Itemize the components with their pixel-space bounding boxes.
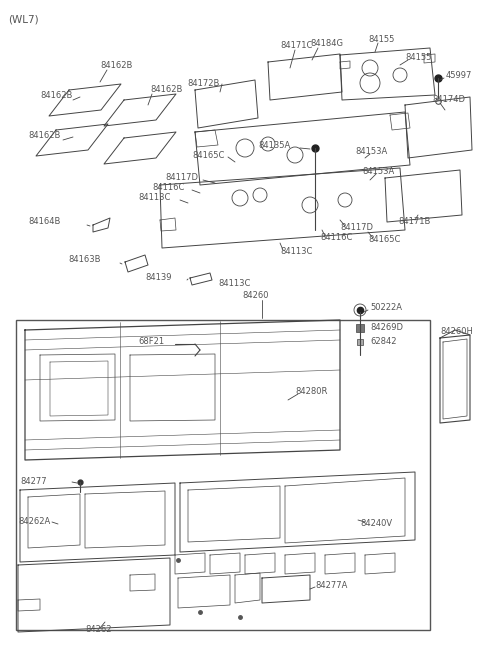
- Text: 84172B: 84172B: [187, 78, 219, 87]
- Text: 84262: 84262: [85, 625, 111, 634]
- Text: 84164B: 84164B: [28, 218, 60, 227]
- Text: 45997: 45997: [446, 71, 472, 80]
- Text: 84240V: 84240V: [360, 520, 392, 529]
- Text: 84113C: 84113C: [218, 279, 251, 288]
- Text: 84113C: 84113C: [138, 194, 170, 202]
- Text: 62842: 62842: [370, 336, 396, 345]
- Text: 84116C: 84116C: [152, 183, 184, 192]
- Text: 84184G: 84184G: [310, 40, 343, 49]
- Text: 84135A: 84135A: [258, 141, 290, 150]
- Text: 84163B: 84163B: [68, 255, 100, 264]
- Text: 84260: 84260: [242, 292, 268, 301]
- Text: 68F21: 68F21: [138, 338, 164, 347]
- Text: 84162B: 84162B: [100, 60, 132, 69]
- Text: 84165C: 84165C: [192, 150, 224, 159]
- Text: 84116C: 84116C: [320, 233, 352, 242]
- Text: 84171B: 84171B: [398, 218, 431, 227]
- Text: 84260H: 84260H: [440, 327, 473, 336]
- Bar: [16, 320, 430, 630]
- Text: 84262A: 84262A: [18, 518, 50, 526]
- Text: 84269D: 84269D: [370, 323, 403, 332]
- Text: 84280R: 84280R: [295, 388, 327, 397]
- Text: 84113C: 84113C: [280, 248, 312, 257]
- Text: 84153A: 84153A: [355, 148, 387, 157]
- Text: 84155: 84155: [405, 52, 432, 62]
- Text: 50222A: 50222A: [370, 303, 402, 312]
- Text: 84277: 84277: [20, 478, 47, 487]
- Text: 84174D: 84174D: [432, 95, 465, 104]
- Text: (WL7): (WL7): [8, 14, 38, 24]
- Text: 84162B: 84162B: [150, 86, 182, 95]
- Text: 84153A: 84153A: [362, 167, 394, 176]
- Text: 84165C: 84165C: [368, 235, 400, 244]
- Text: 84139: 84139: [145, 273, 171, 283]
- Text: 84171C: 84171C: [280, 40, 312, 49]
- Text: 84162B: 84162B: [40, 91, 72, 100]
- Text: 84117D: 84117D: [165, 174, 198, 183]
- Text: 84117D: 84117D: [340, 224, 373, 233]
- Text: 84277A: 84277A: [315, 581, 348, 590]
- Text: 84155: 84155: [368, 36, 395, 45]
- Text: 84162B: 84162B: [28, 130, 60, 139]
